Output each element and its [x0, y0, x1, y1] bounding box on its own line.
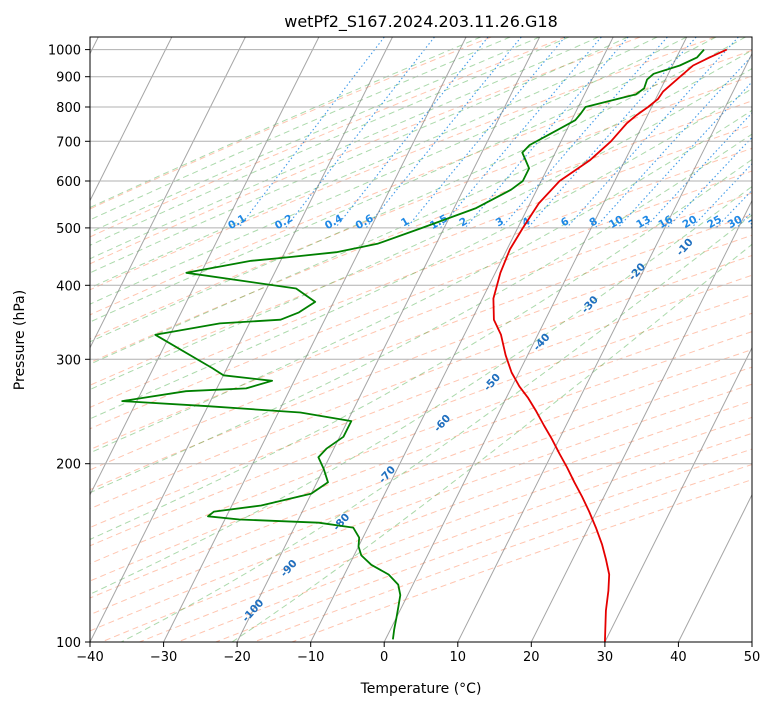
y-tick-label: 400 [56, 279, 81, 294]
y-tick-label: 1000 [48, 44, 81, 59]
y-tick-label: 100 [56, 636, 81, 651]
y-axis-label: Pressure (hPa) [12, 290, 28, 390]
y-tick-label: 700 [56, 135, 81, 150]
mixing-ratio-line [757, 37, 775, 228]
x-tick-label: −30 [150, 650, 177, 665]
x-tick-label: 20 [523, 650, 540, 665]
x-tick-label: 50 [744, 650, 761, 665]
y-axis-ticks: 100 200 300 400 500 600 700 800 900 1000 [48, 44, 90, 651]
x-tick-label: 0 [380, 650, 388, 665]
x-axis-ticks: −40 −30 −20 −10 0 10 20 30 40 50 [76, 642, 760, 665]
x-axis-label: Temperature (°C) [360, 681, 482, 697]
y-tick-label: 200 [56, 458, 81, 473]
y-tick-label: 300 [56, 353, 81, 368]
y-tick-label: 900 [56, 71, 81, 86]
isotherm [752, 37, 775, 642]
x-tick-label: −20 [223, 650, 250, 665]
y-tick-label: 500 [56, 222, 81, 237]
x-tick-label: −10 [297, 650, 324, 665]
x-tick-label: 10 [450, 650, 467, 665]
x-tick-label: 30 [597, 650, 614, 665]
x-tick-label: −40 [76, 650, 103, 665]
dry-adiabat-label: 0 [762, 209, 775, 223]
y-tick-label: 600 [56, 175, 81, 190]
x-tick-label: 40 [670, 650, 687, 665]
chart-title: wetPf2_S167.2024.203.11.26.G18 [284, 12, 558, 32]
y-tick-label: 800 [56, 101, 81, 116]
